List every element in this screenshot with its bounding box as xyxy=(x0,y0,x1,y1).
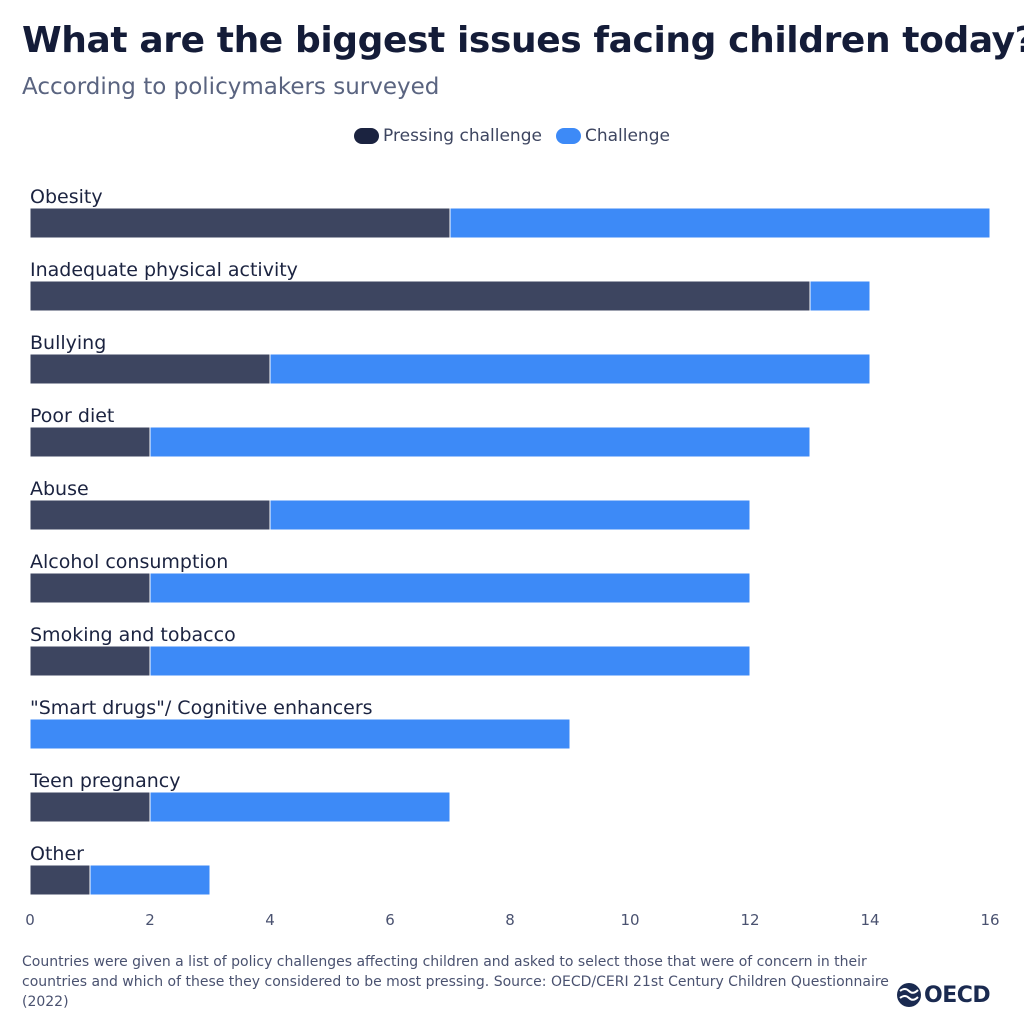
category-label: Other xyxy=(30,843,84,865)
x-tick-label: 2 xyxy=(145,911,155,929)
category-label: Smoking and tobacco xyxy=(30,624,236,646)
legend-swatch-challenge xyxy=(555,128,581,144)
chart-title: What are the biggest issues facing child… xyxy=(22,20,1024,61)
x-tick-label: 0 xyxy=(25,911,35,929)
bar-challenge xyxy=(29,718,571,750)
x-tick-label: 14 xyxy=(860,911,879,929)
category-label: Teen pregnancy xyxy=(29,770,180,792)
legend-item-challenge[interactable]: Challenge xyxy=(555,126,670,146)
bar-chart: Obesity Inadequate physical activity Bully… xyxy=(25,186,999,929)
bar-challenge xyxy=(149,572,751,604)
oecd-logo: OECD xyxy=(896,982,991,1008)
legend-label-challenge: Challenge xyxy=(584,126,670,146)
category-label: Poor diet xyxy=(30,405,114,427)
bar-challenge xyxy=(149,426,811,458)
bar-pressing xyxy=(29,645,151,677)
x-tick-label: 12 xyxy=(740,911,759,929)
bar-pressing xyxy=(29,280,811,312)
bar-pressing xyxy=(29,572,151,604)
bar-challenge xyxy=(269,353,871,385)
category-label: "Smart drugs"/ Cognitive enhancers xyxy=(30,697,373,719)
footnote: Countries were given a list of policy ch… xyxy=(22,954,889,1010)
bar-challenge xyxy=(809,280,871,312)
oecd-globe-icon xyxy=(897,983,921,1007)
x-tick-label: 10 xyxy=(620,911,639,929)
category-label: Bullying xyxy=(30,332,106,354)
oecd-logo-text: OECD xyxy=(924,982,991,1008)
chart-legend: Pressing challenge Challenge xyxy=(0,126,1024,146)
x-tick-label: 16 xyxy=(980,911,999,929)
category-label: Inadequate physical activity xyxy=(30,259,298,281)
bar-pressing xyxy=(29,426,151,458)
x-tick-label: 4 xyxy=(265,911,275,929)
category-label: Obesity xyxy=(30,186,103,208)
bar-pressing xyxy=(29,499,271,531)
bar-pressing xyxy=(29,207,451,239)
chart-subtitle: According to policymakers surveyed xyxy=(22,74,440,100)
category-label: Abuse xyxy=(30,478,89,500)
legend-item-pressing[interactable]: Pressing challenge xyxy=(354,126,542,146)
bar-pressing xyxy=(29,791,151,823)
legend-label-pressing: Pressing challenge xyxy=(383,126,542,146)
x-tick-label: 6 xyxy=(385,911,395,929)
bar-challenge xyxy=(149,791,451,823)
bar-challenge xyxy=(149,645,751,677)
bar-pressing xyxy=(29,864,91,896)
category-label: Alcohol consumption xyxy=(30,551,228,573)
legend-swatch-pressing xyxy=(354,128,380,144)
bar-challenge xyxy=(89,864,211,896)
bar-pressing xyxy=(29,353,271,385)
bar-challenge xyxy=(449,207,991,239)
x-tick-label: 8 xyxy=(505,911,515,929)
bar-challenge xyxy=(269,499,751,531)
